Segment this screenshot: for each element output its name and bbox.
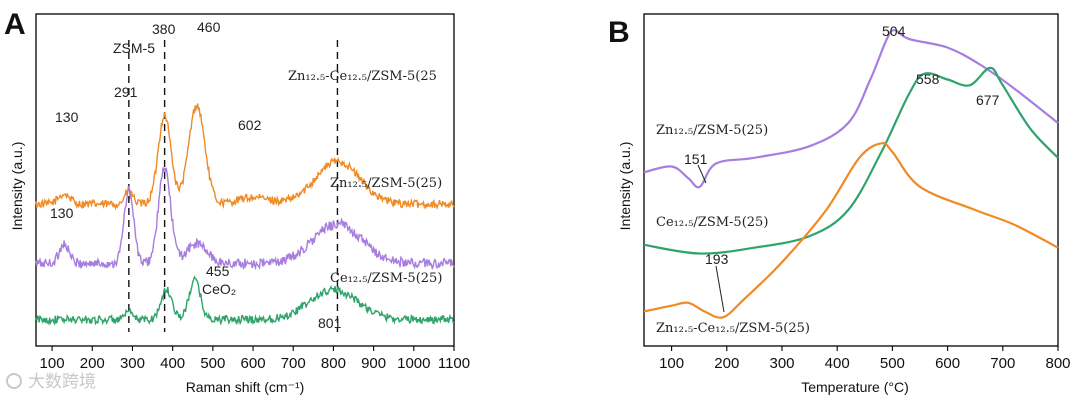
series-line-b-1 [643,66,1059,255]
panel-b-x-axis-label: Temperature (°C) [801,379,909,395]
panel-a-x-axis-label: Raman shift (cm⁻¹) [186,379,305,395]
x-tick-label: 1100 [438,355,470,372]
x-tick-label: 800 [321,355,346,372]
x-tick-label: 1000 [397,355,430,372]
x-tick-label: 700 [281,355,306,372]
annot-a-zsm5: ZSM-5 [113,40,155,56]
annot-a-130-top: 130 [55,109,79,125]
panel-a-dashed-lines [128,40,339,332]
annot-b-558: 558 [916,71,940,87]
x-tick-label: 900 [361,355,386,372]
annot-a-291: 291 [114,84,138,100]
panel-a-y-axis-label: Intensity (a.u.) [9,142,25,231]
panel-b-x-ticks: 100 200 300 400 500 600 700 800 [659,346,1071,372]
legend-b-ce: Ce₁₂.₅/ZSM-5(25) [656,215,768,230]
series-line-b-2 [643,141,1059,319]
series-line-a-2 [35,275,455,327]
x-tick-label: 600 [241,355,266,372]
panel-a-letter: A [4,8,26,41]
annot-b-151-pointer [697,164,707,184]
panel-a-series [35,103,455,327]
x-tick-label: 300 [120,355,145,372]
panel-b-letter: B [608,16,630,49]
panel-a: A 100 200 300 400 500 600 700 800 900 1000 1100 Ra… [4,8,470,395]
legend-a-zn: Zn₁₂.₅/ZSM-5(25) [330,176,442,191]
x-tick-label: 700 [990,355,1015,372]
panel-b: B 100 200 300 400 500 600 700 800 Temperature (… [608,13,1071,395]
annot-b-193: 193 [705,251,729,267]
x-tick-label: 600 [935,355,960,372]
x-tick-label: 500 [880,355,905,372]
annot-a-455: 455 [206,263,230,279]
series-line-b-0 [643,29,1059,189]
legend-a-ce: Ce₁₂.₅/ZSM-5(25) [330,271,442,286]
panel-b-y-axis-label: Intensity (a.u.) [617,142,633,231]
watermark-text: 大数跨境 [28,372,96,392]
x-tick-label: 100 [40,355,65,372]
annot-a-ceo2: CeO₂ [202,281,236,297]
x-tick-label: 200 [80,355,105,372]
series-line-a-0 [35,103,455,211]
annot-b-677: 677 [976,92,1000,108]
annot-b-193-pointer [715,265,725,313]
legend-b-zn-ce: Zn₁₂.₅-Ce₁₂.₅/ZSM-5(25) [656,321,810,336]
series-line-a-1 [35,167,455,271]
annot-a-130-mid: 130 [50,205,74,221]
panel-a-x-ticks: 100 200 300 400 500 600 700 800 900 1000 1100 [40,346,470,372]
annot-b-151: 151 [684,151,708,167]
annot-b-504: 504 [882,23,906,39]
x-tick-label: 800 [1045,355,1070,372]
x-tick-label: 300 [769,355,794,372]
annot-a-602: 602 [238,117,262,133]
panel-b-frame [643,13,1059,347]
panel-b-series [643,29,1059,319]
panel-a-frame [35,13,455,347]
x-tick-label: 500 [200,355,225,372]
annot-a-801: 801 [318,315,342,331]
legend-a-zn-ce: Zn₁₂.₅-Ce₁₂.₅/ZSM-5(25 [288,69,437,84]
watermark: 大数跨境 [6,372,96,392]
x-tick-label: 100 [659,355,684,372]
x-tick-label: 200 [714,355,739,372]
watermark-logo-icon [6,373,22,389]
x-tick-label: 400 [160,355,185,372]
x-tick-label: 400 [825,355,850,372]
annot-a-460: 460 [197,19,221,35]
annot-a-380: 380 [152,21,176,37]
legend-b-zn: Zn₁₂.₅/ZSM-5(25) [656,123,768,138]
